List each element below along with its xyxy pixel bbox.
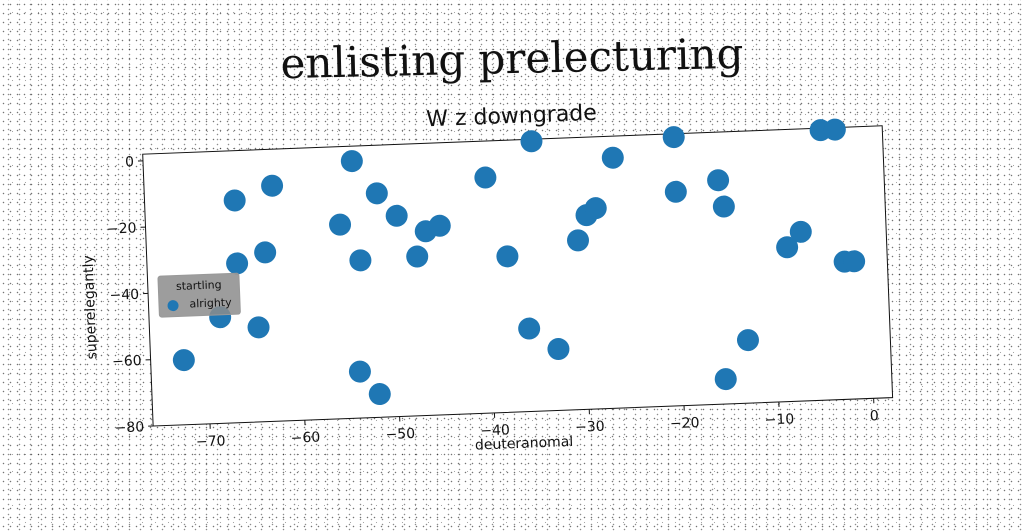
plot-area — [143, 126, 893, 426]
legend-title: startling — [159, 278, 239, 294]
y-tick-label: −40 — [109, 287, 139, 304]
y-tick-label: −80 — [114, 419, 144, 436]
legend: startling alrighty — [157, 273, 241, 318]
y-tick-label: −60 — [112, 353, 142, 370]
legend-label: alrighty — [189, 296, 232, 311]
legend-marker — [167, 300, 178, 311]
y-tick-label: −20 — [107, 220, 137, 237]
y-tick-label: 0 — [125, 154, 135, 170]
